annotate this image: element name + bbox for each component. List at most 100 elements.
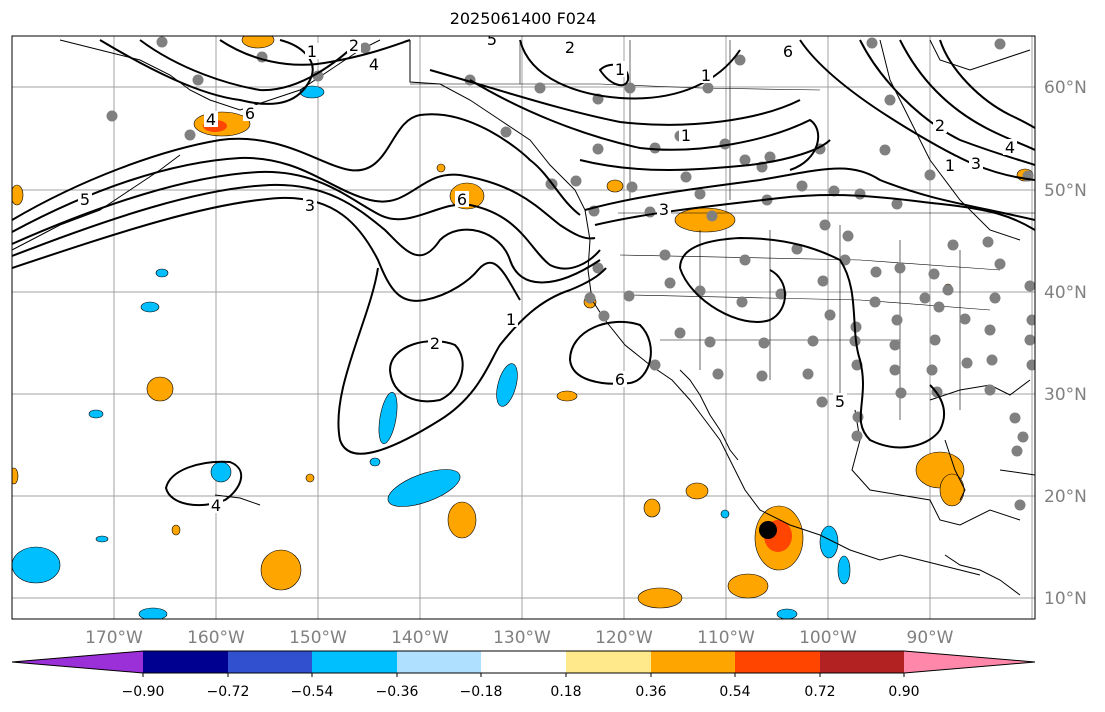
contour-line xyxy=(164,460,243,507)
station-dot xyxy=(1014,499,1026,511)
station-dot xyxy=(884,94,896,106)
station-dot xyxy=(359,42,371,54)
shade-negative xyxy=(140,301,160,313)
longitude-labels: 170°W 160°W 150°W 140°W 130°W 120°W 110°W 100°W… xyxy=(85,628,954,648)
storm-center-marker xyxy=(759,521,777,539)
station-markers xyxy=(106,36,1035,511)
shade-positive xyxy=(171,524,181,536)
contour-label: 2 xyxy=(935,116,945,135)
station-dot xyxy=(866,37,878,49)
contour-label-bg xyxy=(613,61,627,77)
contour-label-bg xyxy=(833,393,847,409)
station-dot xyxy=(598,310,610,322)
station-dot xyxy=(674,327,686,339)
colorbar-tick-label: 0.18 xyxy=(550,684,581,700)
station-dot xyxy=(994,38,1006,50)
contour-line xyxy=(679,267,786,323)
station-dot xyxy=(694,188,706,200)
station-dot xyxy=(824,309,836,321)
latitude-label: 60°N xyxy=(1044,78,1087,98)
contour-label-bg xyxy=(485,36,499,47)
latitude-label: 20°N xyxy=(1044,487,1087,507)
contour-line xyxy=(429,69,801,126)
station-dot xyxy=(850,321,862,333)
longitude-label: 170°W xyxy=(85,628,143,648)
contour-label: 6 xyxy=(457,190,467,209)
station-dot xyxy=(929,334,941,346)
station-dot xyxy=(919,292,931,304)
contour-label: 6 xyxy=(615,370,625,389)
contour-label: 2 xyxy=(430,334,440,353)
contour-line xyxy=(219,39,411,66)
contour-label: 5 xyxy=(487,30,497,49)
contour-line xyxy=(679,236,946,449)
colorbar-segment xyxy=(228,651,312,673)
shade-negative xyxy=(299,85,325,99)
state-borders xyxy=(410,40,1035,420)
station-dot xyxy=(734,54,746,66)
longitude-label: 100°W xyxy=(799,628,857,648)
contour-label-bg xyxy=(209,497,223,513)
colorbar-segment xyxy=(481,651,566,673)
contour-line xyxy=(12,156,596,240)
contour-label: 3 xyxy=(971,154,981,173)
station-dot xyxy=(649,359,661,371)
colorbar-segment xyxy=(397,651,481,673)
contour-label: 2 xyxy=(565,38,575,57)
contour-label: 1 xyxy=(945,156,955,175)
shade-negative xyxy=(210,461,232,483)
latitude-label: 30°N xyxy=(1044,385,1087,405)
colorbar-extend-high xyxy=(904,651,1035,673)
station-dot xyxy=(869,296,881,308)
longitude-label: 160°W xyxy=(187,628,245,648)
shade-negative xyxy=(155,268,169,278)
contour-label: 4 xyxy=(1005,138,1015,157)
colorbar-tick-label: 0.36 xyxy=(635,684,666,700)
map-title: 2025061400 F024 xyxy=(449,9,597,28)
contour-label-bg xyxy=(943,157,957,173)
shade-positive xyxy=(674,207,736,233)
contour-label-bg xyxy=(657,201,671,217)
shade-positive xyxy=(146,376,174,402)
longitude-label: 140°W xyxy=(391,628,449,648)
station-dot xyxy=(1017,431,1029,443)
station-dot xyxy=(584,292,596,304)
contour-line xyxy=(12,113,581,221)
station-dot xyxy=(924,169,936,181)
colorbar-segment xyxy=(566,651,651,673)
station-dot xyxy=(1009,412,1021,424)
contour-label: 5 xyxy=(80,190,90,209)
colorbar-extend-low xyxy=(12,651,143,673)
shade-positive xyxy=(447,501,477,539)
station-dot xyxy=(984,324,996,336)
contour-line xyxy=(899,39,1035,151)
shade-negative xyxy=(95,535,109,543)
contour-line xyxy=(939,39,1035,129)
contour-line xyxy=(388,340,464,403)
contour-label: 1 xyxy=(701,66,711,85)
contour-line xyxy=(799,39,1035,181)
station-dot xyxy=(926,364,938,376)
station-dot xyxy=(851,430,863,442)
station-dot xyxy=(994,258,1006,270)
station-dot xyxy=(942,284,954,296)
station-dot xyxy=(704,336,716,348)
contour-label-bg xyxy=(1003,139,1017,155)
station-dot xyxy=(534,82,546,94)
contour-line xyxy=(584,167,1035,221)
station-dot xyxy=(712,368,724,380)
station-dot xyxy=(816,396,828,408)
shade-positive xyxy=(637,587,683,609)
station-dot xyxy=(706,210,718,222)
shade-negative xyxy=(138,607,168,619)
station-dot xyxy=(739,154,751,166)
contour-line xyxy=(598,63,630,87)
latitude-label: 10°N xyxy=(1044,589,1087,609)
contour-label-bg xyxy=(303,197,317,213)
station-dot xyxy=(961,357,973,369)
shade-negative xyxy=(387,469,461,507)
station-dot xyxy=(624,82,636,94)
colorbar-segment xyxy=(143,651,228,673)
contour-label: 2 xyxy=(349,36,359,55)
shade-positive xyxy=(939,473,965,507)
